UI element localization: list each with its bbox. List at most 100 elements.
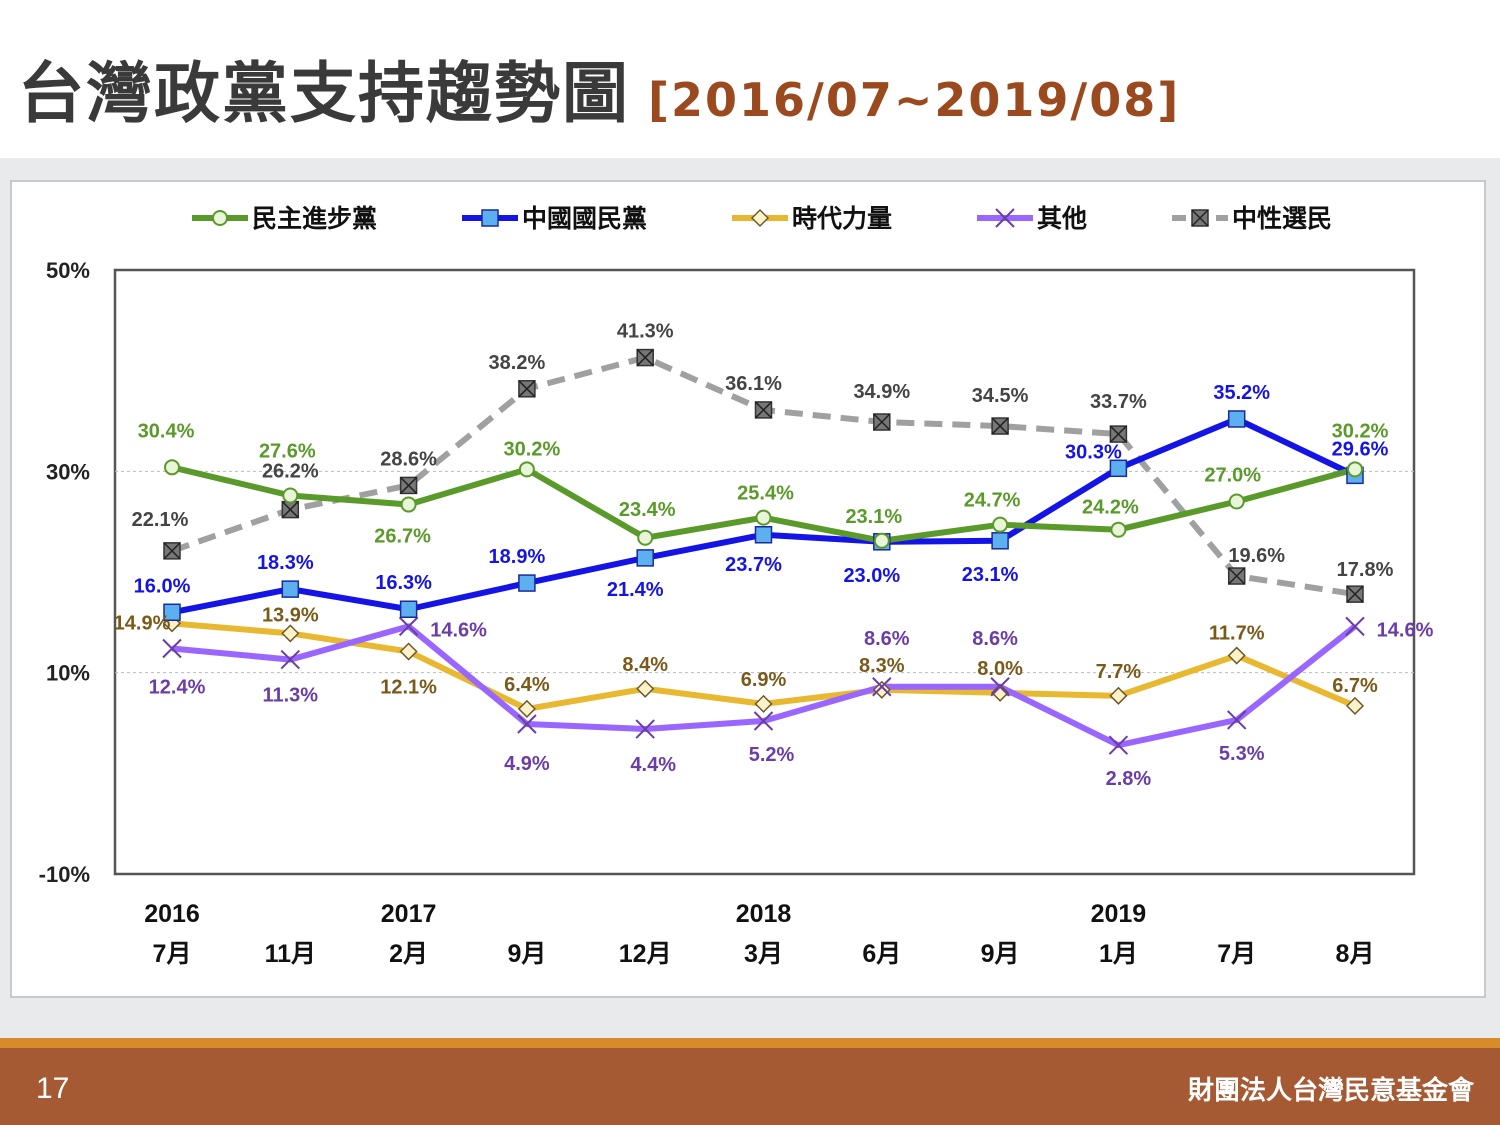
legend-marker-0-shape xyxy=(212,210,228,226)
data-label-1-6: 23.0% xyxy=(843,565,900,587)
data-point-0-10 xyxy=(1347,461,1363,478)
data-point-2-5-shape xyxy=(754,694,773,713)
data-point-2-6 xyxy=(872,680,891,699)
y-tick-label: 50% xyxy=(46,258,90,283)
data-label-3-9: 5.3% xyxy=(1219,743,1265,765)
data-label-4-9: 19.6% xyxy=(1228,545,1285,567)
data-label-0-10: 30.2% xyxy=(1332,420,1389,442)
data-point-4-10-shape xyxy=(1346,585,1364,603)
y-tick-label: 10% xyxy=(46,661,90,686)
data-point-0-7-shape xyxy=(992,516,1009,533)
data-point-4-4 xyxy=(636,348,654,367)
organization-name: 財團法人台灣民意基金會 xyxy=(1187,1076,1474,1106)
data-point-1-9 xyxy=(1227,410,1246,428)
data-label-3-7: 8.6% xyxy=(972,628,1018,650)
data-point-3-7-shape xyxy=(990,677,1010,697)
data-point-4-0 xyxy=(163,542,181,560)
data-point-4-5-shape xyxy=(754,401,773,419)
data-label-1-1: 18.3% xyxy=(257,552,314,574)
legend-marker-1 xyxy=(481,209,499,227)
data-label-0-2: 26.7% xyxy=(374,526,431,548)
data-point-2-8-shape xyxy=(1109,686,1128,705)
data-point-2-3 xyxy=(517,699,536,718)
data-point-1-8 xyxy=(1109,459,1128,478)
data-label-0-6: 23.1% xyxy=(845,506,902,528)
y-tick-label: -10% xyxy=(39,862,90,887)
data-label-3-2: 14.6% xyxy=(430,619,487,641)
data-label-1-8: 30.3% xyxy=(1065,441,1122,463)
data-point-0-5-shape xyxy=(755,509,772,526)
data-label-4-7: 34.5% xyxy=(972,385,1029,407)
data-point-4-3-shape xyxy=(518,380,536,398)
data-point-2-8 xyxy=(1109,686,1128,705)
data-point-2-9-shape xyxy=(1227,646,1246,665)
data-point-1-1 xyxy=(281,580,300,598)
legend-marker-0 xyxy=(212,210,228,226)
data-point-2-3-shape xyxy=(517,699,536,718)
data-label-2-0: 14.9% xyxy=(114,612,171,634)
x-month-label: 3月 xyxy=(744,940,783,968)
data-point-1-8-shape xyxy=(1109,459,1128,478)
data-label-4-2: 28.6% xyxy=(380,448,437,470)
data-point-0-8 xyxy=(1110,521,1127,538)
x-year-label: 2018 xyxy=(736,900,792,928)
data-point-3-3-shape xyxy=(517,714,537,734)
data-point-4-1-shape xyxy=(281,501,299,519)
legend-label-0: 民主進步黨 xyxy=(252,205,377,233)
plot-area xyxy=(113,268,1416,876)
data-point-2-2 xyxy=(399,642,418,661)
data-point-4-9-shape xyxy=(1228,567,1246,585)
data-point-1-1-shape xyxy=(281,580,300,598)
x-month-label: 8月 xyxy=(1336,940,1375,968)
data-point-3-10-shape xyxy=(1345,616,1365,637)
data-point-1-9-shape xyxy=(1227,410,1246,428)
data-point-3-9 xyxy=(1226,710,1247,730)
data-point-2-7 xyxy=(991,683,1010,702)
data-point-0-4-shape xyxy=(637,529,654,546)
data-point-3-3 xyxy=(517,714,537,734)
data-label-0-9: 27.0% xyxy=(1204,465,1261,487)
data-point-3-1 xyxy=(280,649,301,670)
data-label-2-6: 8.3% xyxy=(859,655,905,677)
data-label-2-4: 8.4% xyxy=(622,654,668,676)
data-point-3-10 xyxy=(1345,616,1365,637)
data-label-2-8: 7.7% xyxy=(1096,661,1142,683)
data-label-2-10: 6.7% xyxy=(1332,675,1378,697)
data-point-2-1-shape xyxy=(281,624,300,643)
chart-frame: 50% 30% 10% -10% 2016 2017 2018 2019 7月 11月 2月 9月 12… xyxy=(10,180,1486,998)
x-month-label: 9月 xyxy=(507,940,546,968)
legend-marker-1-shape xyxy=(481,209,499,227)
data-point-4-7-shape xyxy=(991,417,1009,435)
page-subtitle: [2016/07~2019/08] xyxy=(648,73,1181,127)
data-point-2-4-shape xyxy=(636,679,655,698)
data-point-3-9-shape xyxy=(1226,710,1247,730)
data-point-3-5-shape xyxy=(753,711,774,731)
data-label-4-6: 34.9% xyxy=(853,381,910,403)
data-point-0-0 xyxy=(164,459,180,476)
data-label-4-3: 38.2% xyxy=(489,352,546,374)
data-point-4-7 xyxy=(991,417,1009,435)
data-point-3-4-shape xyxy=(635,719,655,739)
data-point-0-8-shape xyxy=(1110,521,1127,538)
data-label-0-7: 24.7% xyxy=(964,490,1021,512)
data-label-1-5: 23.7% xyxy=(725,554,782,576)
footer-stripe xyxy=(0,1038,1500,1048)
data-label-4-8: 33.7% xyxy=(1090,391,1147,413)
data-point-3-0-shape xyxy=(162,638,182,659)
data-label-2-2: 12.1% xyxy=(380,677,437,699)
data-point-0-2-shape xyxy=(400,496,417,513)
data-label-4-0: 22.1% xyxy=(132,509,189,531)
data-label-4-4: 41.3% xyxy=(617,321,674,343)
data-label-3-0: 12.4% xyxy=(149,677,206,699)
data-label-2-7: 8.0% xyxy=(977,658,1023,680)
data-point-4-10 xyxy=(1346,585,1364,603)
line-chart: 50% 30% 10% -10% 2016 2017 2018 2019 7月 11月 2月 9月 12… xyxy=(39,204,1434,968)
data-label-3-8: 2.8% xyxy=(1106,768,1152,790)
data-point-4-8 xyxy=(1109,425,1128,443)
data-label-3-4: 4.4% xyxy=(630,754,676,776)
data-point-2-9 xyxy=(1227,646,1246,665)
x-month-label: 9月 xyxy=(981,940,1020,968)
x-month-label: 7月 xyxy=(153,940,192,968)
data-point-1-7-shape xyxy=(991,532,1009,550)
x-month-label: 6月 xyxy=(862,940,901,968)
